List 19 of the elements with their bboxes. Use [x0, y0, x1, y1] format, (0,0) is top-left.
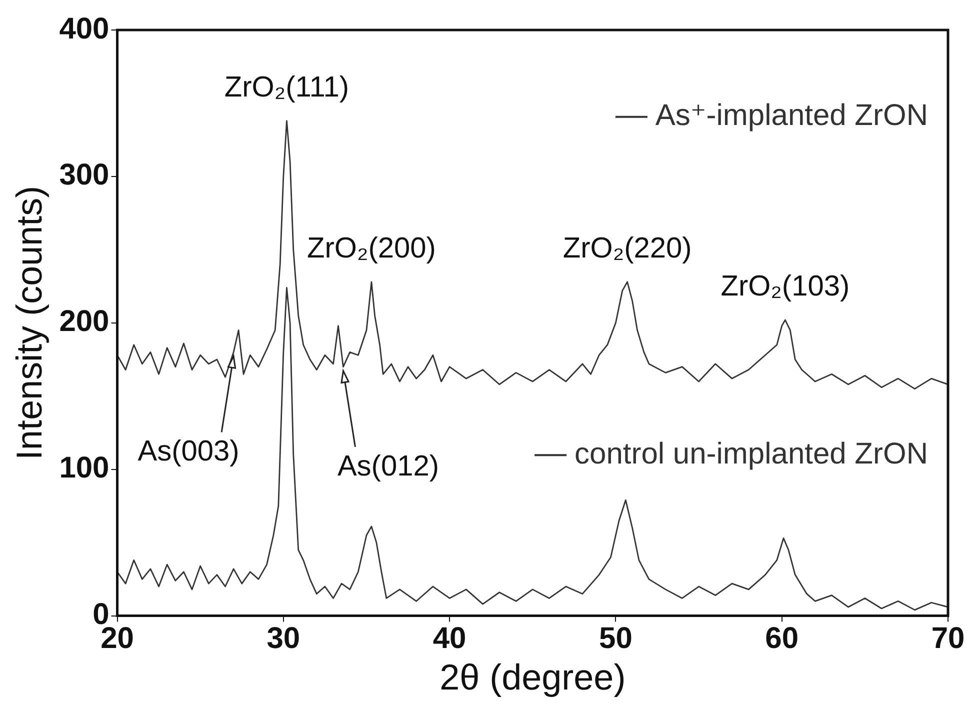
legend-label: control un-implanted ZrON — [574, 437, 928, 470]
y-axis-title: Intensity (counts) — [8, 186, 50, 460]
x-tick-label: 60 — [765, 622, 799, 656]
y-tick-label: 300 — [59, 158, 110, 192]
annotation: ZrO₂(220) — [562, 232, 692, 264]
x-tick-label: 40 — [432, 622, 466, 656]
x-tick-label: 50 — [599, 622, 632, 656]
legend-label: As⁺-implanted ZrON — [655, 99, 928, 132]
y-tick-label: 100 — [59, 452, 110, 485]
x-tick-label: 70 — [931, 622, 965, 656]
annotation: As(003) — [138, 436, 240, 468]
annotation: ZrO₂(200) — [307, 232, 436, 264]
x-axis-title: 2θ (degree) — [440, 656, 626, 698]
y-tick-label: 400 — [59, 12, 110, 46]
annotation: ZrO₂(111) — [224, 71, 350, 104]
y-tick-label: 200 — [59, 305, 110, 338]
x-tick-label: 30 — [266, 622, 300, 656]
annotation: ZrO₂(103) — [720, 270, 850, 302]
annotation: As(012) — [337, 450, 439, 482]
